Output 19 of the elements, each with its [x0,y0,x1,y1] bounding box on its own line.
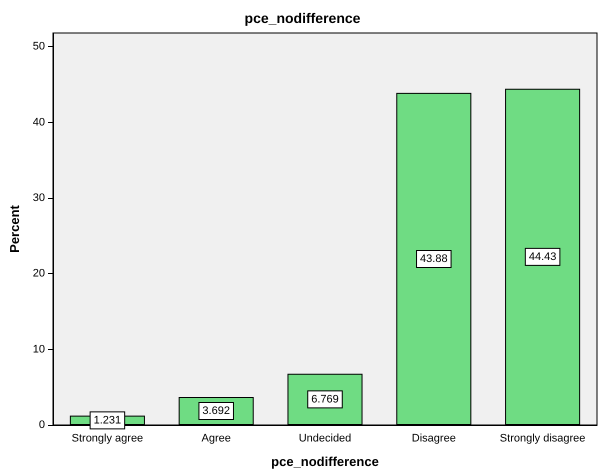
x-tick-label: Agree [202,432,231,444]
x-tick-label: Disagree [412,432,456,444]
data-label: 3.692 [202,405,230,418]
y-tick-label: 40 [32,116,45,128]
data-label: 1.231 [94,414,122,426]
y-tick-label: 50 [32,40,45,53]
data-label: 43.88 [420,252,448,265]
y-tick-label: 30 [32,192,45,204]
y-tick-label: 20 [32,268,45,280]
y-tick-label: 0 [38,419,45,431]
x-tick-label: Strongly agree [72,432,144,444]
chart-title: pce_nodifference [244,10,361,26]
y-tick-label: 10 [32,343,45,356]
x-axis-title: pce_nodifference [271,454,379,469]
x-tick-label: Strongly disagree [500,432,586,444]
data-label: 6.769 [311,393,339,406]
y-axis-title: Percent [7,204,22,253]
x-tick-label: Undecided [298,432,352,444]
data-label: 44.43 [528,250,556,263]
